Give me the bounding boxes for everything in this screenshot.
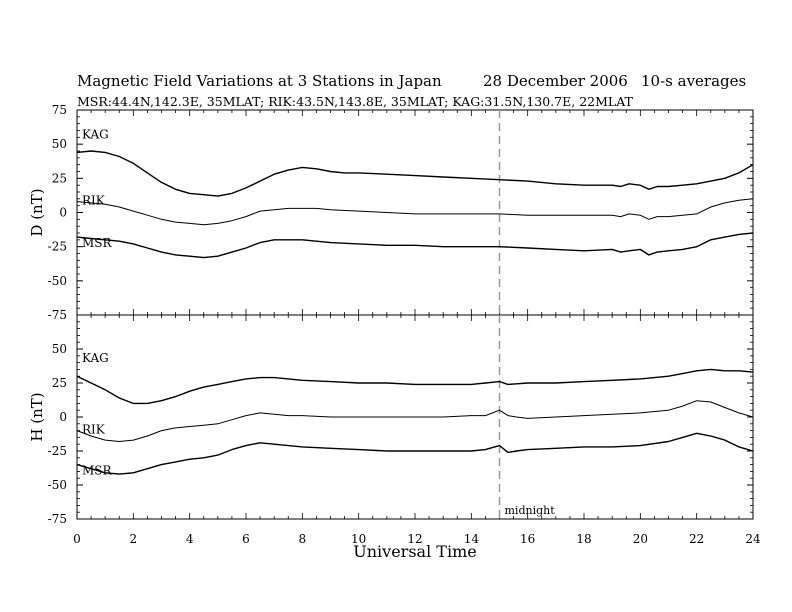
x-tick-label: 18 [576,532,591,546]
x-tick-label: 14 [464,532,480,546]
y-axis-label: H (nT) [28,392,46,441]
chart-title: Magnetic Field Variations at 3 Stations … [77,72,442,90]
x-tick-label: 22 [689,532,704,546]
x-tick-label: 0 [73,532,81,546]
y-tick-label: 75 [52,103,67,117]
averaging-label: 10-s averages [641,72,747,90]
series-line-kag [76,368,754,405]
series-line-msr [76,232,754,259]
y-tick-label: -25 [48,444,67,458]
x-tick-label: 16 [520,532,535,546]
y-tick-label: -50 [48,274,67,288]
y-axis-label: D (nT) [28,188,46,236]
series-label-kag: KAG [82,351,109,365]
x-tick-label: 6 [242,532,250,546]
y-tick-label: -25 [48,240,67,254]
x-tick-label: 8 [299,532,307,546]
y-tick-label: 25 [52,376,67,390]
series-line-msr [76,432,754,475]
x-tick-label: 2 [130,532,138,546]
y-tick-label: 25 [52,171,67,185]
y-tick-label: 50 [52,342,67,356]
series-label-msr: MSR [82,236,113,250]
y-tick-label: -75 [48,512,67,526]
series-label-rik: RIK [82,194,106,208]
y-tick-label: -75 [48,308,67,322]
chart-date: 28 December 2006 [483,72,628,90]
series-label-kag: KAG [82,127,109,141]
y-tick-label: 50 [52,137,67,151]
y-tick-label: 0 [59,206,67,220]
series-label-msr: MSR [82,464,113,478]
series-line-rik [76,400,754,442]
panel-D [76,109,754,316]
x-tick-label: 20 [633,532,648,546]
series-label-rik: RIK [82,423,106,437]
panel-D-frame [76,109,754,316]
x-tick-label: 12 [407,532,422,546]
y-tick-label: -50 [48,478,67,492]
x-tick-label: 10 [351,532,366,546]
series-line-rik [76,198,754,226]
x-tick-label: 4 [186,532,194,546]
series-line-kag [76,150,754,197]
midnight-annotation: midnight [505,504,556,517]
y-tick-label: 0 [59,410,67,424]
x-axis-label: Universal Time [353,542,476,561]
stations-subtitle: MSR:44.4N,142.3E, 35MLAT; RIK:43.5N,143.… [77,94,633,109]
panel-H [76,314,754,520]
x-tick-label: 24 [745,532,761,546]
